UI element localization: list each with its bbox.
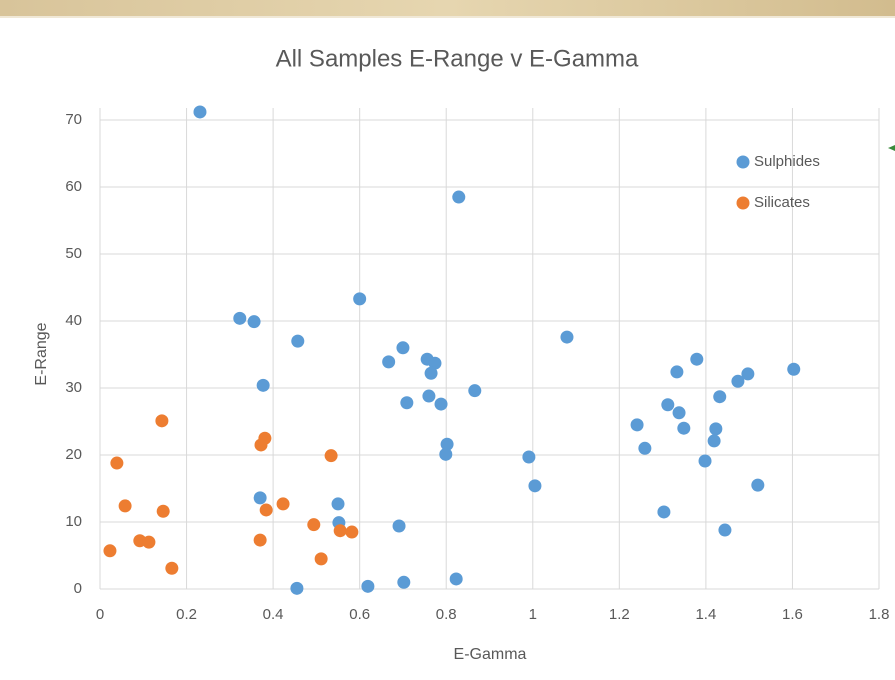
x-tick-label: 1.6 xyxy=(782,606,803,623)
point xyxy=(439,447,453,461)
x-tick-label: 0.6 xyxy=(349,606,370,623)
x-tick-label: 0.8 xyxy=(436,606,457,623)
point xyxy=(193,105,207,119)
point xyxy=(247,315,261,329)
point xyxy=(331,497,345,511)
point xyxy=(165,561,179,575)
point xyxy=(522,450,536,464)
strip-edge xyxy=(0,16,895,18)
y-axis-label: E-Range xyxy=(33,322,50,385)
point xyxy=(253,491,267,505)
point xyxy=(400,396,414,410)
legend-marker xyxy=(736,196,750,210)
y-tick-label: 40 xyxy=(65,312,82,329)
y-tick-label: 30 xyxy=(65,379,82,396)
point xyxy=(324,449,338,463)
x-tick-label: 1.4 xyxy=(695,606,716,623)
point xyxy=(155,414,169,428)
x-tick-label: 1 xyxy=(529,606,537,623)
point xyxy=(118,499,132,513)
y-tick-label: 50 xyxy=(65,245,82,262)
point xyxy=(314,552,328,566)
point xyxy=(428,356,442,370)
x-tick-label: 0.4 xyxy=(263,606,284,623)
point xyxy=(253,533,267,547)
point xyxy=(276,497,290,511)
point xyxy=(452,190,466,204)
point xyxy=(382,355,396,369)
point xyxy=(528,479,542,493)
point xyxy=(290,581,304,595)
point xyxy=(449,572,463,586)
point xyxy=(638,441,652,455)
y-tick-label: 0 xyxy=(74,580,82,597)
point xyxy=(661,398,675,412)
x-axis-label: E-Gamma xyxy=(454,646,527,663)
legend-label: Silicates xyxy=(754,194,810,211)
point xyxy=(110,456,124,470)
point xyxy=(718,523,732,537)
top-strip xyxy=(0,0,895,16)
point xyxy=(751,478,765,492)
point xyxy=(690,352,704,366)
chart-title: All Samples E-Range v E-Gamma xyxy=(276,45,639,72)
point xyxy=(333,524,347,538)
x-tick-label: 1.8 xyxy=(869,606,890,623)
point xyxy=(353,292,367,306)
point xyxy=(677,421,691,435)
point xyxy=(440,437,454,451)
point xyxy=(741,367,755,381)
y-tick-label: 20 xyxy=(65,446,82,463)
arrow-icon xyxy=(888,145,895,151)
point xyxy=(424,366,438,380)
point xyxy=(291,334,305,348)
legend-marker xyxy=(736,155,750,169)
point xyxy=(397,575,411,589)
x-tick-label: 0.2 xyxy=(176,606,197,623)
point xyxy=(256,378,270,392)
point xyxy=(709,422,723,436)
y-tick-label: 10 xyxy=(65,513,82,530)
point xyxy=(630,418,644,432)
x-tick-label: 1.2 xyxy=(609,606,630,623)
point xyxy=(698,454,712,468)
point xyxy=(142,535,156,549)
point xyxy=(361,579,375,593)
point xyxy=(713,390,727,404)
point xyxy=(672,406,686,420)
point xyxy=(422,389,436,403)
point xyxy=(657,505,671,519)
y-tick-label: 70 xyxy=(65,111,82,128)
point xyxy=(233,311,247,325)
point xyxy=(103,544,117,558)
point xyxy=(731,374,745,388)
point xyxy=(787,362,801,376)
point xyxy=(259,503,273,517)
point xyxy=(707,434,721,448)
point xyxy=(392,519,406,533)
point xyxy=(396,341,410,355)
point xyxy=(254,438,268,452)
point xyxy=(560,330,574,344)
point xyxy=(307,518,321,532)
x-tick-label: 0 xyxy=(96,606,104,623)
point xyxy=(345,525,359,539)
point xyxy=(670,365,684,379)
y-tick-label: 60 xyxy=(65,178,82,195)
point xyxy=(156,504,170,518)
point xyxy=(434,397,448,411)
point xyxy=(468,384,482,398)
legend-label: Sulphides xyxy=(754,153,820,170)
